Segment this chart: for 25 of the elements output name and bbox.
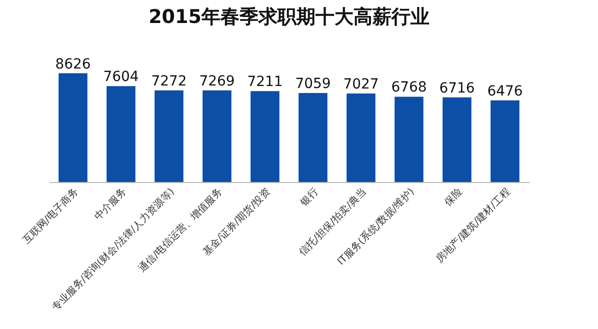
bar bbox=[442, 97, 472, 182]
x-tick-label: 保险 bbox=[442, 186, 465, 208]
bar bbox=[346, 93, 376, 182]
data-label: 6476 bbox=[487, 83, 523, 100]
data-label: 7059 bbox=[295, 76, 331, 92]
data-label: 7272 bbox=[151, 73, 187, 90]
data-label: 6716 bbox=[439, 80, 475, 96]
x-tick-label: 互联网/电子商务 bbox=[20, 186, 81, 246]
bar bbox=[154, 90, 184, 182]
data-label: 7604 bbox=[103, 69, 139, 86]
data-label: 7027 bbox=[343, 76, 379, 92]
data-label: 6768 bbox=[391, 80, 427, 96]
bar bbox=[58, 73, 88, 182]
bar bbox=[250, 91, 280, 182]
bar bbox=[202, 90, 232, 182]
data-label: 7211 bbox=[247, 74, 283, 90]
bar bbox=[106, 86, 136, 182]
bar bbox=[298, 93, 328, 182]
bar bbox=[490, 100, 520, 182]
chart-title: 2015年春季求职期十大高薪行业 bbox=[148, 6, 430, 28]
x-tick-label: 银行 bbox=[298, 186, 321, 210]
x-tick-label: 中介服务 bbox=[92, 186, 129, 223]
data-label: 7269 bbox=[199, 73, 235, 90]
bar bbox=[394, 96, 424, 182]
data-label: 8626 bbox=[55, 56, 91, 72]
